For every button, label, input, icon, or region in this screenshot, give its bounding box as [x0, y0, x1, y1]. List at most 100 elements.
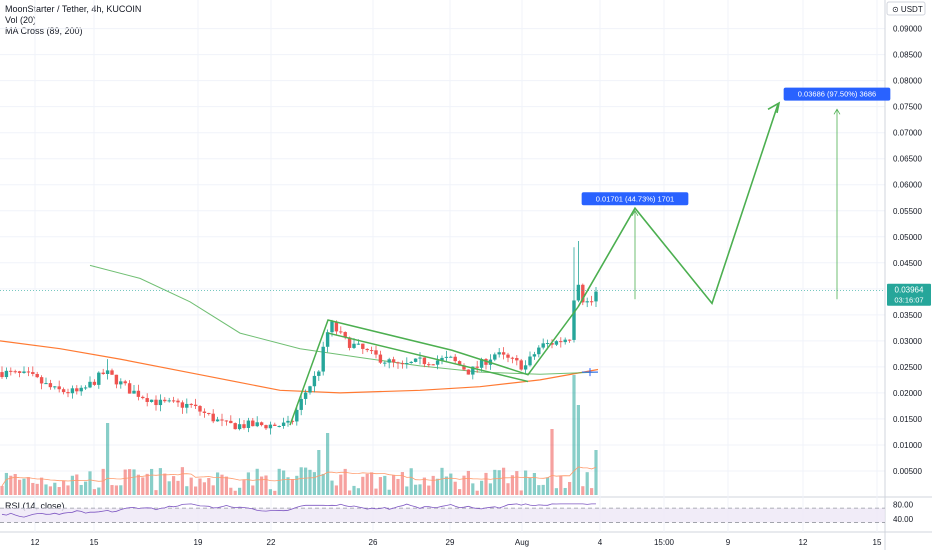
volume-bar [568, 481, 572, 495]
candle-body [541, 343, 545, 348]
candle-body [70, 388, 75, 394]
candle-body [273, 424, 277, 426]
measure-label-2-bg [783, 87, 891, 101]
candle-body [251, 420, 255, 427]
volume-bar [466, 470, 470, 495]
time-tick-label: 15 [90, 538, 99, 547]
candle-body [444, 356, 449, 358]
candle-body [493, 354, 497, 360]
candle-body [396, 362, 400, 364]
volume-bar [260, 476, 264, 495]
candle-body [413, 358, 418, 362]
measure-arrow-1-head [631, 209, 639, 216]
volume-bar [405, 486, 409, 495]
price-tick-label: 0.01500 [893, 415, 922, 424]
volume-bar [326, 433, 330, 495]
candle-body [88, 381, 92, 388]
price-axis[interactable]: 0.09000 0.08500 0.08000 0.07500 0.07000 0.065… [886, 1, 931, 524]
candle-body [462, 365, 466, 370]
volume-bar [0, 485, 4, 495]
candle-body [114, 374, 119, 385]
candle-body [308, 386, 312, 393]
candle-body [440, 357, 444, 361]
volume-bar [158, 468, 162, 495]
volume-bar [75, 474, 79, 495]
candle-body [519, 360, 523, 370]
candle-body [44, 383, 48, 385]
candle-body [418, 357, 422, 359]
volume-bar [546, 477, 550, 495]
volume-bar [4, 472, 8, 495]
volume-bar [506, 483, 510, 495]
volume-bar [585, 472, 589, 495]
volume-bar [286, 477, 290, 495]
candle-body [220, 419, 224, 421]
volume-bar [528, 477, 532, 495]
candle-body [594, 291, 598, 302]
ma-cross-indicator-label[interactable]: MA Cross (89, 200) [5, 26, 83, 36]
volume-bar [453, 481, 457, 495]
volume-bar [418, 484, 422, 495]
volume-bar [35, 483, 39, 495]
volume-bar [40, 477, 44, 495]
time-tick-label: 26 [369, 538, 378, 547]
volume-bar [154, 490, 158, 495]
candle-body [589, 301, 594, 303]
candle-body [295, 409, 299, 422]
time-tick-label: 22 [267, 538, 276, 547]
time-tick-label: 4 [598, 538, 603, 547]
volume-bar [114, 485, 118, 495]
candle-body [449, 356, 453, 358]
volume-bar [242, 480, 246, 495]
candle-body [268, 424, 273, 429]
chart-title[interactable]: MoonStarter / Tether, 4h, KUCOIN [5, 4, 142, 14]
volume-bar [559, 475, 563, 495]
candle-body [303, 392, 308, 399]
candle-body [479, 359, 484, 368]
volume-bar [537, 485, 541, 495]
volume-bar [572, 375, 576, 495]
volume-bar [255, 468, 259, 495]
price-tick-label: 0.01000 [893, 441, 922, 450]
volume-bar [524, 470, 528, 495]
volume-bar [510, 475, 514, 495]
drawings-layer[interactable]: 0.01701 (44.73%) 1701 0.03686 (97.50%) 36… [0, 87, 891, 426]
candle-body [312, 375, 317, 387]
volume-bar [167, 481, 171, 495]
volume-bar [282, 470, 286, 495]
candle-body [365, 348, 369, 351]
volume-bar [101, 468, 105, 495]
volume-bar [136, 474, 140, 495]
volume-bar [251, 485, 255, 495]
candle-body [581, 284, 585, 303]
price-tick-label: 0.09000 [893, 25, 922, 34]
projection-path [577, 103, 779, 308]
volume-indicator-label[interactable]: Vol (20) [5, 15, 37, 25]
volume-bar [563, 487, 567, 495]
volume-bar [312, 472, 316, 495]
volume-bar [220, 474, 224, 495]
pattern-line [327, 332, 529, 383]
volume-bar [480, 480, 484, 495]
volume-bar [31, 482, 35, 495]
candle-body [185, 403, 189, 408]
volume-bar [79, 484, 83, 495]
volume-bar [427, 485, 431, 495]
candle-body [26, 371, 31, 373]
candle-body [475, 366, 479, 368]
candle-body [466, 369, 471, 375]
measure-label-1: 0.01701 (44.73%) 1701 [581, 192, 689, 206]
candle-body [317, 371, 321, 376]
candle-body [242, 424, 246, 428]
candle-body [79, 387, 83, 392]
volume-bar [414, 484, 418, 495]
measure-label-1-bg [581, 192, 689, 206]
chart-legend: MoonStarter / Tether, 4h, KUCOIN Vol (20… [5, 4, 141, 37]
time-axis[interactable]: 12 15 19 22 26 29 Aug 4 15:00 9 12 15 [31, 538, 882, 547]
volume-bar [268, 489, 272, 495]
volume-bar [189, 477, 193, 495]
volume-bar [515, 471, 519, 495]
volume-bar [163, 473, 167, 495]
candle-body [537, 347, 541, 355]
